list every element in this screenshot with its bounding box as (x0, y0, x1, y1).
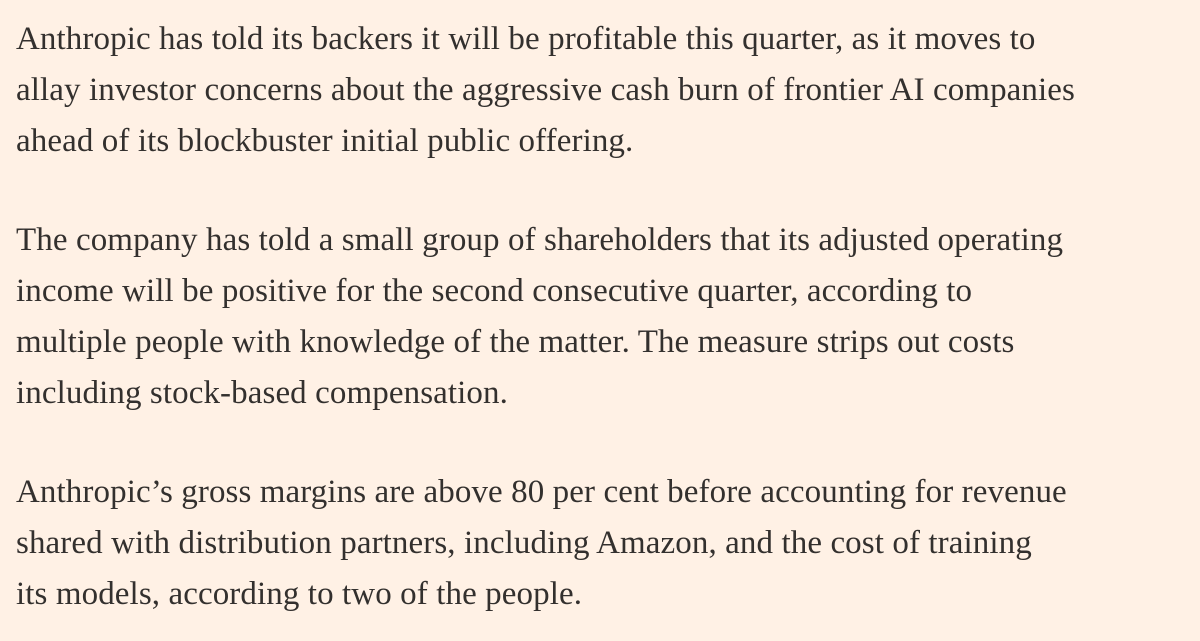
text-line: multiple people with knowledge of the ma… (16, 324, 1015, 360)
text-line: Anthropic’s gross margins are above 80 p… (16, 474, 1067, 510)
text-line: including stock-based compensation. (16, 375, 508, 411)
paragraph: Anthropic has told its backers it will b… (16, 14, 1200, 167)
text-line: ahead of its blockbuster initial public … (16, 123, 634, 159)
text-line: Anthropic has told its backers it will b… (16, 21, 1036, 57)
text-line: The company has told a small group of sh… (16, 222, 1064, 258)
paragraph: Anthropic’s gross margins are above 80 p… (16, 467, 1200, 620)
paragraph: The company has told a small group of sh… (16, 215, 1200, 419)
text-line: its models, according to two of the peop… (16, 576, 583, 612)
text-line: shared with distribution partners, inclu… (16, 525, 1032, 561)
text-line: allay investor concerns about the aggres… (16, 72, 1075, 108)
text-line: income will be positive for the second c… (16, 273, 973, 309)
